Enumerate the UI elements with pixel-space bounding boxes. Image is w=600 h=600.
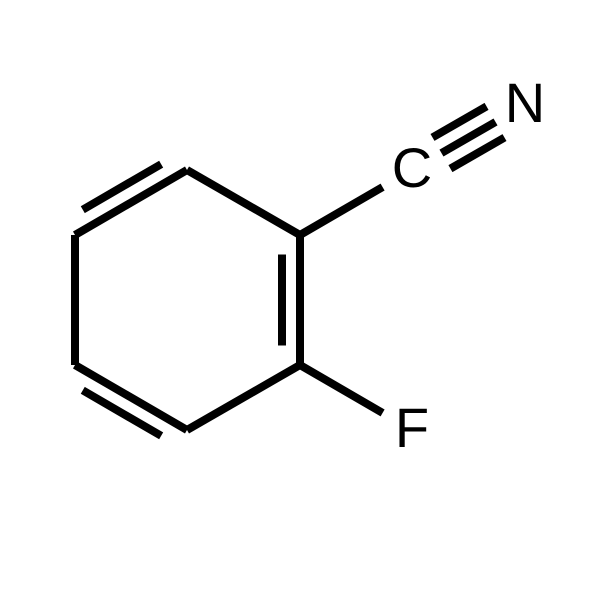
bond-C3-C4-inner <box>83 390 161 436</box>
atom-label-N: N <box>505 71 545 134</box>
bond-C2-F <box>300 365 383 413</box>
bond-C1-C7 <box>300 187 383 235</box>
atom-label-C7: C <box>392 136 432 199</box>
bond-C6-C1 <box>187 170 300 235</box>
molecule-diagram: C N F <box>0 0 600 600</box>
atom-label-F: F <box>395 396 429 459</box>
bond-C2-C3 <box>187 365 300 430</box>
bond-C5-C6-inner <box>83 164 161 210</box>
